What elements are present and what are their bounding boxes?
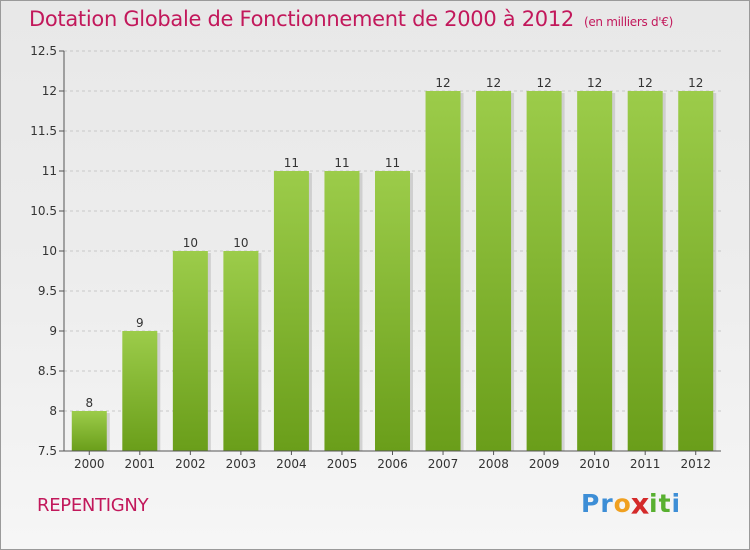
x-tick-label: 2006	[377, 457, 408, 471]
x-tick-label: 2000	[74, 457, 105, 471]
bar-value-label: 11	[284, 156, 299, 170]
y-tick-label: 11	[42, 164, 57, 178]
chart-unit: (en milliers d'€)	[583, 15, 673, 29]
y-tick-label: 10	[42, 244, 57, 258]
x-tick-label: 2001	[125, 457, 156, 471]
proxiti-logo[interactable]: Proxiti	[581, 486, 682, 521]
y-tick-label: 11.5	[30, 124, 57, 138]
bar-value-label: 11	[385, 156, 400, 170]
y-tick-label: 12	[42, 84, 57, 98]
city-name: REPENTIGNY	[37, 495, 149, 516]
bar	[526, 91, 562, 451]
bar	[122, 331, 158, 451]
logo-letter: x	[630, 486, 651, 521]
bar-value-label: 12	[486, 76, 501, 90]
bar-value-label: 8	[85, 396, 93, 410]
bar-layer: 8 9 10 10 11 11 11 12 12 12 12 12 12	[71, 76, 717, 451]
x-tick-label: 2011	[630, 457, 661, 471]
logo-letter: P	[581, 489, 601, 518]
bar	[71, 411, 107, 451]
y-tick-label: 8.5	[38, 364, 57, 378]
bar-value-label: 10	[233, 236, 248, 250]
logo-letter: o	[613, 489, 632, 518]
x-tick-label: 2007	[428, 457, 459, 471]
x-tick-label: 2004	[276, 457, 307, 471]
bar-value-label: 12	[536, 76, 551, 90]
bar-value-label: 12	[688, 76, 703, 90]
x-tick-label: 2002	[175, 457, 206, 471]
bar	[627, 91, 663, 451]
y-tick-label: 9.5	[38, 284, 57, 298]
y-tick-label: 12.5	[30, 44, 57, 58]
bar-value-label: 12	[638, 76, 653, 90]
bar	[577, 91, 613, 451]
chart-title-text: Dotation Globale de Fonctionnement de 20…	[29, 7, 574, 31]
bar	[476, 91, 512, 451]
bar-value-label: 12	[587, 76, 602, 90]
x-tick-label: 2008	[478, 457, 509, 471]
bar-value-label: 11	[334, 156, 349, 170]
y-tick-label: 7.5	[38, 444, 57, 458]
logo-letter: t	[658, 489, 672, 518]
bar	[273, 171, 309, 451]
x-tick-label: 2003	[226, 457, 257, 471]
bar	[324, 171, 360, 451]
logo-letter: r	[600, 489, 614, 518]
logo-letter: i	[649, 489, 659, 518]
x-tick-label: 2005	[327, 457, 358, 471]
y-tick-label: 9	[49, 324, 57, 338]
bar	[375, 171, 410, 451]
bar-value-label: 10	[183, 236, 198, 250]
bar	[425, 91, 461, 451]
y-tick-label: 10.5	[30, 204, 57, 218]
x-tick-label: 2010	[579, 457, 610, 471]
bar	[223, 251, 259, 451]
axis-layer: 7.5 8 8.5 9 9.5 10 10.5 11 11.5 12 12.5 2000 2001 200…	[30, 44, 721, 471]
logo-letter: i	[671, 489, 682, 518]
y-tick-label: 8	[49, 404, 57, 418]
bar-value-label: 12	[435, 76, 450, 90]
bar	[172, 251, 208, 451]
chart-title: Dotation Globale de Fonctionnement de 20…	[29, 7, 673, 31]
x-tick-label: 2009	[529, 457, 560, 471]
x-tick-label: 2012	[680, 457, 711, 471]
bar	[678, 91, 714, 451]
bar-value-label: 9	[136, 316, 144, 330]
